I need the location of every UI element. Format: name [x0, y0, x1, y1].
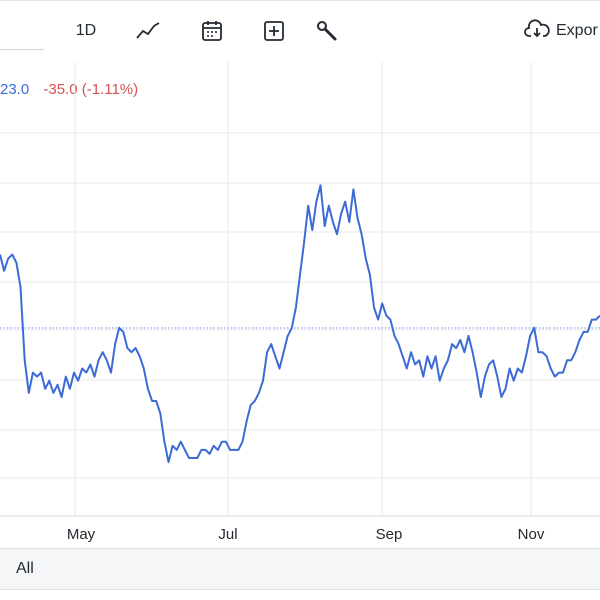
range-selector-bar: All: [0, 548, 600, 590]
quote-summary: 23.0 -35.0 (-1.11%): [0, 81, 138, 98]
range-all-button[interactable]: All: [16, 560, 34, 577]
x-tick-label-nov: Nov: [518, 526, 545, 543]
cloud-download-icon: [524, 18, 550, 44]
price-series-line: [0, 184, 600, 464]
quote-price: 23.0: [0, 81, 30, 98]
export-label: Expor: [556, 22, 598, 39]
interval-label: 1D: [75, 22, 97, 39]
export-button[interactable]: Expor: [524, 15, 598, 47]
interval-button[interactable]: 1D: [66, 13, 106, 49]
add-indicator-icon: [262, 19, 286, 43]
calendar-icon: [200, 19, 224, 43]
line-chart-icon: [135, 20, 161, 42]
x-axis-ticks: May Jul Sep Nov: [67, 526, 545, 543]
chart-toolbar: 1D: [0, 0, 600, 63]
x-tick-label-jul: Jul: [218, 526, 237, 543]
grid-vertical: [0, 62, 600, 517]
grid-horizontal: [0, 132, 600, 479]
add-indicator-button[interactable]: [256, 13, 292, 49]
x-tick-label-sep: Sep: [376, 526, 403, 543]
price-chart[interactable]: May Jul Sep Nov: [0, 0, 600, 548]
settings-button[interactable]: [309, 13, 345, 49]
quote-change: -35.0 (-1.11%): [43, 81, 139, 98]
date-range-button[interactable]: [194, 13, 230, 49]
settings-wrench-icon: [315, 19, 339, 43]
x-tick-label-may: May: [67, 526, 96, 543]
symbol-search-field[interactable]: [0, 11, 44, 50]
chart-type-button[interactable]: [130, 13, 166, 49]
